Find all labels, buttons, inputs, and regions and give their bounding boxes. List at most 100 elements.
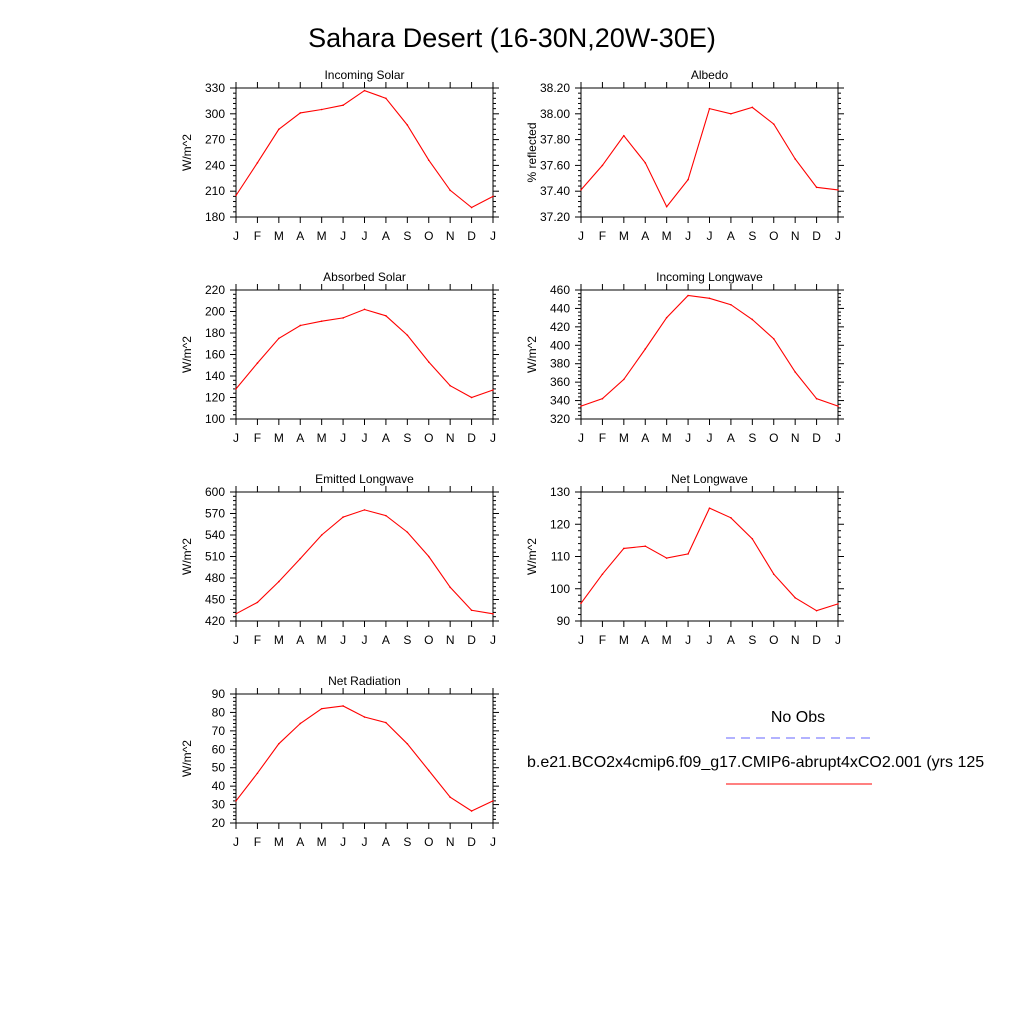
legend-obs-label: No Obs — [771, 709, 825, 726]
x-tick-label: M — [317, 835, 327, 849]
x-tick-label: J — [835, 633, 841, 647]
data-point — [256, 601, 259, 604]
x-tick-label: S — [403, 431, 411, 445]
x-tick-label: F — [254, 431, 261, 445]
data-point — [342, 317, 344, 319]
data-point — [492, 195, 494, 198]
x-tick-label: A — [382, 229, 390, 243]
data-point — [449, 796, 451, 798]
y-tick-label: 540 — [205, 528, 225, 542]
data-point — [235, 388, 237, 390]
data-point — [256, 362, 259, 364]
data-point — [278, 128, 280, 131]
data-point — [470, 396, 473, 399]
data-point — [687, 178, 689, 181]
data-point — [580, 405, 582, 407]
y-tick-label: 210 — [205, 184, 225, 198]
data-point — [751, 318, 754, 321]
data-point — [730, 303, 732, 306]
data-point — [772, 338, 775, 340]
data-point — [363, 308, 366, 311]
x-tick-label: J — [233, 229, 239, 243]
data-point — [363, 89, 366, 92]
y-tick-label: 450 — [205, 593, 225, 607]
x-tick-label: J — [490, 229, 496, 243]
data-point — [235, 800, 237, 802]
panel-emitted-longwave: Emitted Longwave W/m^2 420 450 480 510 540 570 6… — [180, 472, 499, 647]
x-tick-label: O — [424, 835, 433, 849]
y-tick-label: 20 — [212, 816, 226, 830]
x-tick-label: D — [467, 835, 476, 849]
y-tick-label: 320 — [550, 412, 570, 426]
x-tick-label: M — [662, 633, 672, 647]
x-tick-label: A — [382, 835, 390, 849]
data-point — [837, 603, 839, 605]
x-tick-label: J — [233, 431, 239, 445]
x-tick-label: J — [340, 431, 346, 445]
x-tick-label: J — [685, 633, 691, 647]
data-point — [644, 545, 647, 547]
legend: No Obs b.e21.BCO2x4cmip6.f09_g17.CMIP6-a… — [527, 709, 984, 785]
x-tick-label: N — [446, 431, 455, 445]
y-axis-label: W/m^2 — [180, 538, 194, 575]
x-tick-label: J — [835, 229, 841, 243]
x-tick-label: A — [727, 633, 735, 647]
x-tick-label: M — [662, 431, 672, 445]
data-point — [256, 772, 259, 775]
y-tick-label: 220 — [205, 283, 225, 297]
data-point — [385, 97, 387, 100]
y-tick-label: 30 — [212, 798, 226, 812]
x-tick-label: J — [490, 431, 496, 445]
data-point — [320, 108, 323, 111]
x-tick-label: J — [362, 431, 368, 445]
x-tick-label: S — [748, 229, 756, 243]
x-tick-label: A — [296, 229, 304, 243]
data-point — [815, 397, 818, 400]
data-point — [623, 378, 625, 381]
data-point — [665, 205, 668, 208]
data-point — [449, 384, 451, 387]
data-point — [278, 742, 280, 745]
data-point — [601, 573, 604, 576]
x-tick-label: F — [254, 633, 261, 647]
y-tick-label: 110 — [551, 550, 570, 564]
y-tick-label: 180 — [205, 326, 225, 340]
y-tick-label: 240 — [205, 158, 225, 172]
x-tick-label: F — [599, 229, 606, 243]
y-tick-label: 330 — [205, 81, 225, 95]
data-point — [385, 315, 387, 317]
y-tick-label: 460 — [550, 283, 570, 297]
x-tick-label: N — [791, 229, 800, 243]
y-tick-label: 50 — [212, 761, 226, 775]
panel-title: Absorbed Solar — [323, 270, 406, 284]
y-tick-label: 200 — [205, 305, 225, 319]
data-point — [815, 186, 818, 189]
x-tick-label: J — [362, 835, 368, 849]
x-tick-label: J — [685, 431, 691, 445]
x-tick-label: D — [467, 431, 476, 445]
y-tick-label: 440 — [550, 301, 570, 315]
data-point — [406, 334, 409, 336]
data-point — [427, 769, 430, 772]
x-tick-label: J — [362, 633, 368, 647]
y-tick-label: 570 — [205, 507, 225, 521]
x-tick-label: J — [707, 633, 713, 647]
y-tick-label: 180 — [205, 210, 225, 224]
x-tick-label: S — [403, 835, 411, 849]
y-tick-label: 270 — [205, 133, 225, 147]
figure-title: Sahara Desert (16-30N,20W-30E) — [308, 23, 716, 53]
data-point — [687, 553, 689, 555]
x-tick-label: J — [578, 229, 584, 243]
x-tick-label: A — [641, 229, 649, 243]
data-point — [299, 112, 302, 114]
data-point — [363, 509, 366, 511]
data-point — [299, 722, 302, 725]
y-tick-label: 38.00 — [540, 107, 570, 121]
x-tick-label: J — [685, 229, 691, 243]
y-tick-label: 37.60 — [540, 158, 570, 172]
